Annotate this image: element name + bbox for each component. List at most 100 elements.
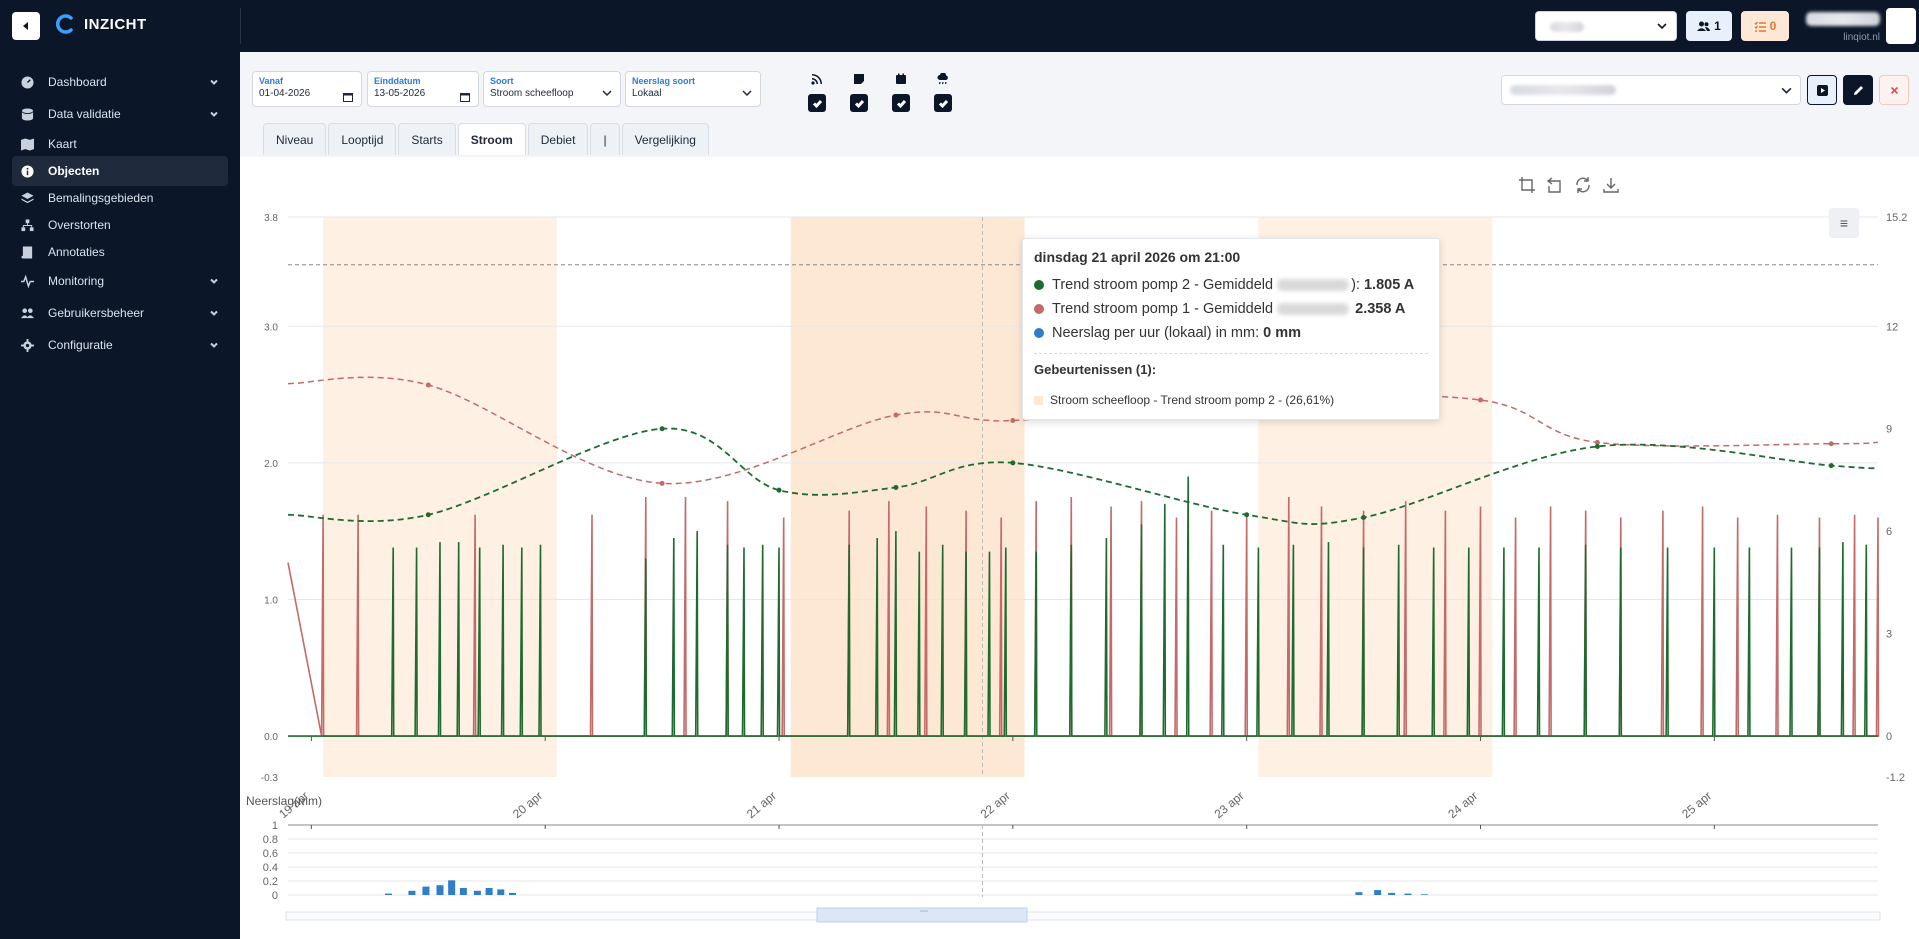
topbar: INZICHT 1 0 linqiot.nl bbox=[0, 0, 1919, 52]
trend-point-pomp1 bbox=[1828, 441, 1834, 447]
tooltip-event: Stroom scheefloop - Trend stroom pomp 2 … bbox=[1034, 393, 1428, 407]
sidebar-item-label: Dashboard bbox=[48, 75, 107, 89]
bar-y-tick-label: 0.2 bbox=[263, 876, 278, 888]
rain-checkbox[interactable] bbox=[934, 94, 952, 112]
neerslag-bar bbox=[497, 889, 505, 895]
trend-point-pomp1 bbox=[1478, 397, 1483, 403]
tab-debiet[interactable]: Debiet bbox=[527, 123, 589, 155]
neerslag-soort-select[interactable]: Neerslag soort Lokaal bbox=[625, 71, 761, 107]
gear-icon bbox=[20, 338, 34, 352]
calendar-icon bbox=[895, 72, 907, 90]
calendar-icon[interactable] bbox=[460, 89, 470, 102]
trend-point-pomp2 bbox=[659, 426, 665, 432]
trend-point-pomp1 bbox=[659, 480, 665, 486]
map-icon bbox=[20, 137, 34, 151]
tab-stroom[interactable]: Stroom bbox=[457, 123, 526, 155]
redacted-text bbox=[1277, 279, 1350, 291]
sidebar-item-kaart[interactable]: Kaart bbox=[12, 129, 228, 159]
neerslag-bar bbox=[408, 890, 416, 895]
tab-vergelijking[interactable]: Vergelijking bbox=[621, 123, 709, 155]
calendar-checkbox[interactable] bbox=[892, 94, 910, 112]
sidebar-item-label: Kaart bbox=[48, 137, 77, 151]
annotations-checkbox[interactable] bbox=[850, 94, 868, 112]
tab-separator[interactable]: | bbox=[590, 123, 620, 155]
chevron-down-icon bbox=[742, 85, 752, 97]
rss-icon bbox=[811, 72, 823, 90]
zoom-slider-window bbox=[816, 907, 1028, 923]
edit-button[interactable] bbox=[1843, 75, 1873, 105]
tooltip-row-label: Trend stroom pomp 2 - Gemiddeld bbox=[1052, 277, 1274, 293]
filter-bar: Vanaf 01-04-2026 Einddatum 13-05-2026 So… bbox=[240, 52, 1919, 157]
calendar-icon[interactable] bbox=[343, 89, 353, 102]
chevron-down-icon bbox=[208, 307, 220, 319]
sidebar-item-monitoring[interactable]: Monitoring bbox=[12, 266, 228, 296]
account-menu[interactable]: linqiot.nl bbox=[1800, 8, 1880, 44]
sidebar-item-label: Monitoring bbox=[48, 274, 105, 288]
einddatum-date-field[interactable]: Einddatum 13-05-2026 bbox=[367, 71, 479, 107]
sidebar-item-annotaties[interactable]: Annotaties bbox=[12, 237, 228, 267]
neerslag-bar bbox=[1374, 890, 1382, 895]
tooltip-row-label: Trend stroom pomp 1 - Gemiddeld bbox=[1052, 301, 1274, 317]
sidebar-item-bemalingsgebieden[interactable]: Bemalingsgebieden bbox=[12, 183, 228, 213]
main-content: Vanaf 01-04-2026 Einddatum 13-05-2026 So… bbox=[240, 52, 1919, 939]
zoom-reset-icon[interactable] bbox=[1546, 176, 1564, 199]
chart-menu-button[interactable]: ≡ bbox=[1829, 208, 1859, 238]
sidebar-item-overstorten[interactable]: Overstorten bbox=[12, 210, 228, 240]
close-icon bbox=[1890, 86, 1898, 94]
tasks-count: 0 bbox=[1769, 19, 1777, 33]
series-stroom-pomp2 bbox=[288, 476, 1878, 737]
trend-point-pomp2 bbox=[1828, 463, 1834, 469]
trend-point-pomp1 bbox=[1010, 418, 1016, 424]
neerslag-bar bbox=[1355, 892, 1363, 895]
tab-looptijd[interactable]: Looptijd bbox=[328, 123, 397, 155]
sidebar-item-data-validatie[interactable]: Data validatie bbox=[12, 99, 228, 129]
neerslag-bar bbox=[1404, 893, 1412, 895]
sidebar-item-objecten[interactable]: Objecten bbox=[12, 156, 228, 186]
online-users-count: 1 bbox=[1714, 19, 1721, 33]
bar-y-tick-label: 1 bbox=[272, 820, 278, 832]
book-icon bbox=[20, 245, 34, 259]
organisation-select[interactable] bbox=[1535, 11, 1677, 41]
online-users-button[interactable]: 1 bbox=[1686, 11, 1732, 41]
brand[interactable]: INZICHT bbox=[56, 14, 147, 34]
neerslag-bar bbox=[459, 888, 467, 895]
tooltip-row-label: Neerslag per uur (lokaal) in mm: bbox=[1052, 325, 1260, 341]
sidebar-item-configuratie[interactable]: Configuratie bbox=[12, 330, 228, 360]
trend-point-pomp2 bbox=[1010, 460, 1016, 466]
rss-checkbox[interactable] bbox=[808, 94, 826, 112]
sidebar-toggle-button[interactable] bbox=[12, 12, 40, 40]
sidebar-item-gebruikersbeheer[interactable]: Gebruikersbeheer bbox=[12, 298, 228, 328]
tooltip-row-suffix: ): bbox=[1351, 277, 1360, 293]
close-button[interactable] bbox=[1879, 75, 1909, 105]
sidebar-item-label: Data validatie bbox=[48, 107, 121, 121]
tab-niveau[interactable]: Niveau bbox=[263, 123, 327, 155]
einddatum-value: 13-05-2026 bbox=[374, 88, 426, 99]
refresh-icon[interactable] bbox=[1574, 176, 1592, 199]
neerslag-bar bbox=[508, 892, 516, 895]
chevron-down-icon bbox=[208, 108, 220, 120]
users-icon bbox=[1697, 21, 1711, 31]
play-icon bbox=[1816, 84, 1828, 96]
y2-tick-label: 9 bbox=[1886, 424, 1892, 436]
avatar[interactable] bbox=[1886, 8, 1916, 44]
vanaf-date-field[interactable]: Vanaf 01-04-2026 bbox=[252, 71, 362, 107]
zoom-slider-track bbox=[285, 911, 1881, 921]
zoom-select-icon[interactable] bbox=[1518, 176, 1536, 199]
object-select[interactable] bbox=[1501, 75, 1801, 105]
bar-y-tick-label: 0.6 bbox=[263, 848, 278, 860]
note-icon bbox=[853, 72, 865, 90]
brand-name: INZICHT bbox=[84, 15, 147, 33]
tasks-button[interactable]: 0 bbox=[1741, 11, 1789, 41]
tab-starts[interactable]: Starts bbox=[398, 123, 456, 155]
object-select-value bbox=[1510, 85, 1616, 95]
play-button[interactable] bbox=[1807, 75, 1837, 105]
tooltip-row-neerslag: Neerslag per uur (lokaal) in mm: 0 mm bbox=[1034, 321, 1428, 345]
soort-label: Soort bbox=[490, 76, 514, 86]
sidebar-item-dashboard[interactable]: Dashboard bbox=[12, 67, 228, 97]
trend-point-pomp2 bbox=[1361, 514, 1367, 520]
neerslag-bar bbox=[485, 888, 493, 895]
download-icon[interactable] bbox=[1602, 176, 1620, 199]
neerslag-bar bbox=[1388, 892, 1396, 895]
soort-select[interactable]: Soort Stroom scheefloop bbox=[483, 71, 621, 107]
trend-point-pomp1 bbox=[1594, 439, 1600, 445]
